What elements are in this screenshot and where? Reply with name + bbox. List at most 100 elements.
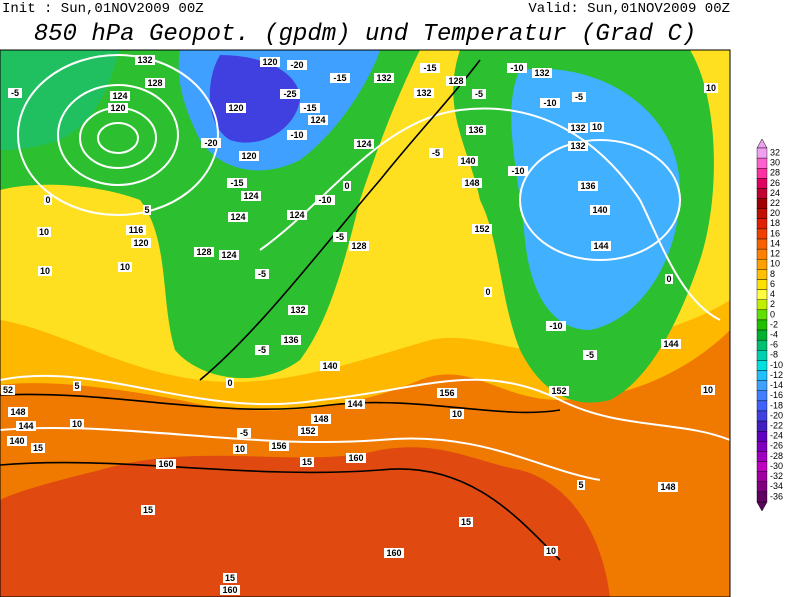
contour-label-bg	[466, 125, 486, 135]
contour-label: 160	[222, 585, 237, 595]
contour-label: 0	[227, 378, 232, 388]
colorbar-label: 30	[770, 158, 780, 168]
contour-label-bg	[446, 76, 466, 86]
contour-label: 124	[243, 191, 258, 201]
colorbar-swatch	[756, 461, 768, 472]
contour-label-bg	[280, 89, 300, 99]
contour-label: -10	[290, 130, 303, 140]
contour-label: 10	[452, 409, 462, 419]
colorbar-arrow-bottom	[756, 501, 768, 512]
contour-label: -5	[432, 148, 440, 158]
contour-label-bg	[44, 195, 52, 205]
colorbar-swatch	[756, 390, 768, 402]
contour-label-bg	[287, 210, 307, 220]
contour-label-bg	[287, 60, 307, 70]
contour-label-bg	[354, 139, 374, 149]
contour-label: -5	[575, 92, 583, 102]
colorbar-swatch	[756, 299, 768, 311]
contour-label: -15	[303, 103, 316, 113]
colorbar-label: -4	[770, 329, 778, 339]
contour-label: 156	[439, 388, 454, 398]
colorbar-swatch	[756, 309, 768, 321]
colorbar-swatch	[756, 370, 768, 381]
contour-label: 136	[283, 335, 298, 345]
contour-label: -10	[543, 98, 556, 108]
contour-label-bg	[333, 232, 347, 242]
contour-label-bg	[472, 89, 486, 99]
contour-label: 124	[310, 115, 325, 125]
contour-label: 144	[347, 399, 362, 409]
contour-label-bg	[118, 262, 132, 272]
colorbar-swatch	[756, 279, 768, 290]
contour-label: 10	[72, 419, 82, 429]
contour-label-bg	[145, 78, 165, 88]
colorbar-swatch	[756, 319, 768, 331]
contour-label-bg	[572, 92, 586, 102]
contour-label: -10	[511, 166, 524, 176]
contour-label-bg	[37, 227, 51, 237]
contour-label-bg	[239, 151, 259, 161]
colorbar-swatch	[756, 350, 768, 361]
contour-label-bg	[330, 73, 350, 83]
contour-label-bg	[568, 123, 588, 133]
colorbar-label: 32	[770, 147, 780, 157]
colorbar-swatch	[756, 491, 768, 503]
contour-label: 144	[593, 241, 608, 251]
contour-label-bg	[472, 224, 492, 234]
contour-label: -5	[240, 428, 248, 438]
map-border	[0, 49, 731, 597]
contour-label-bg	[590, 122, 604, 132]
contour-label-bg	[658, 482, 678, 492]
contour-label: 15	[461, 517, 471, 527]
contour-label-bg	[226, 103, 246, 113]
contour-label-bg	[583, 350, 597, 360]
contour-label-bg	[308, 115, 328, 125]
contour-label-bg	[110, 91, 130, 101]
contour-label-bg	[429, 148, 443, 158]
contour-label: 132	[137, 55, 152, 65]
contour-label: 140	[460, 156, 475, 166]
colorbar-swatch	[756, 471, 768, 482]
contour-label: -15	[230, 178, 243, 188]
colorbar-label: 8	[770, 269, 775, 279]
contour-label-bg	[135, 55, 155, 65]
contour-label: 120	[241, 151, 256, 161]
contour-label: 0	[344, 181, 349, 191]
contour-label-bg	[346, 453, 366, 463]
contour-label-bg	[233, 444, 247, 454]
colorbar-label: 20	[770, 208, 780, 218]
colorbar-label: -22	[770, 421, 783, 431]
contour-label: -10	[510, 63, 523, 73]
contour-label-bg	[220, 585, 240, 595]
colorbar-label: 2	[770, 299, 775, 309]
colorbar-swatch	[756, 157, 768, 169]
colorbar-label: -10	[770, 360, 783, 370]
contour-label-bg	[549, 386, 569, 396]
contour-label-bg	[269, 441, 289, 451]
contour-label-bg	[590, 205, 610, 215]
contour-label: -20	[204, 138, 217, 148]
contour-label-bg	[300, 457, 314, 467]
isotherms	[0, 59, 561, 561]
colorbar-arrow-top	[756, 138, 768, 149]
contour-label-bg	[704, 83, 718, 93]
colorbar-swatch	[756, 188, 768, 199]
contour-label-bg	[31, 443, 45, 453]
title: 850 hPa Geopot. (gpdm) und Temperatur (G…	[34, 21, 697, 48]
contour-label-bg	[70, 419, 84, 429]
contour-label-bg	[8, 88, 22, 98]
contour-label-bg	[701, 385, 715, 395]
colorbar-label: -14	[770, 380, 783, 390]
contour-label-bg	[288, 305, 308, 315]
colorbar-label: 28	[770, 168, 780, 178]
contour-label-bg	[241, 191, 261, 201]
colorbar-swatch	[756, 168, 768, 179]
contour-label: 120	[262, 57, 277, 67]
colorbar-swatch	[756, 208, 768, 220]
contour-label: 160	[158, 459, 173, 469]
contour-label: 132	[290, 305, 305, 315]
contour-label: 5	[578, 480, 583, 490]
colorbar-swatch	[756, 259, 768, 270]
